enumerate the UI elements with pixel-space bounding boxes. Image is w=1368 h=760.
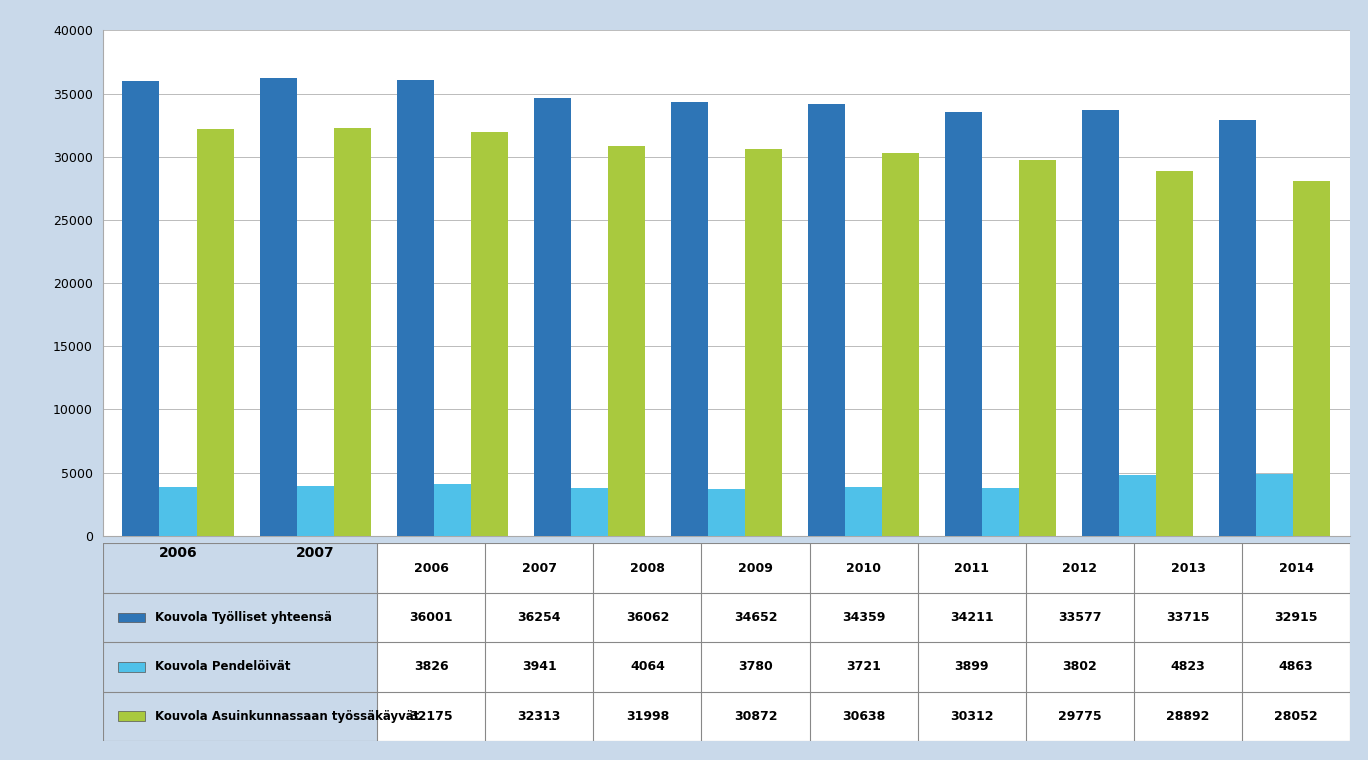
Text: 2014: 2014 [1279,562,1313,575]
Bar [123,81,160,536]
Text: 36062: 36062 [625,611,669,624]
Bar [471,131,508,536]
Bar [434,484,471,536]
Bar [882,153,919,536]
Text: 32915: 32915 [1275,611,1317,624]
Text: 3899: 3899 [955,660,989,673]
Bar [297,486,334,536]
Text: Kouvola Työlliset yhteensä: Kouvola Työlliset yhteensä [155,611,332,624]
Text: 36254: 36254 [517,611,561,624]
Text: 3780: 3780 [739,660,773,673]
Bar [982,488,1019,536]
Bar [118,711,145,721]
Text: 2006: 2006 [413,562,449,575]
Bar [534,98,570,536]
Bar [670,102,707,536]
Text: 2007: 2007 [521,562,557,575]
Bar [845,486,882,536]
Bar [1256,474,1293,536]
Text: 3802: 3802 [1063,660,1097,673]
Bar [607,146,644,536]
Bar [1119,475,1156,536]
Text: 34359: 34359 [841,611,885,624]
Text: 2009: 2009 [739,562,773,575]
Text: 29775: 29775 [1057,710,1101,723]
Text: 28892: 28892 [1167,710,1209,723]
Bar [1082,109,1119,536]
Bar [945,112,982,536]
Bar [118,613,145,622]
Bar [118,662,145,672]
Text: 3721: 3721 [847,660,881,673]
Text: 3941: 3941 [521,660,557,673]
Text: 32313: 32313 [517,710,561,723]
Bar [260,78,297,536]
Text: 3826: 3826 [415,660,449,673]
Bar [707,489,746,536]
Bar [160,487,197,536]
Text: 2011: 2011 [955,562,989,575]
Bar [378,543,1350,741]
Text: 33577: 33577 [1059,611,1101,624]
Bar [570,488,607,536]
Bar [1019,160,1056,536]
Text: 30872: 30872 [733,710,777,723]
Text: 30312: 30312 [949,710,993,723]
Text: 2010: 2010 [847,562,881,575]
Bar [1156,171,1193,536]
Text: Kouvola Pendelöivät: Kouvola Pendelöivät [155,660,290,673]
Bar [746,149,782,536]
Bar [334,128,371,536]
Bar [1219,120,1256,536]
Bar [197,129,234,536]
Text: 31998: 31998 [625,710,669,723]
Bar [397,80,434,536]
Text: 34211: 34211 [949,611,993,624]
Text: 4064: 4064 [629,660,665,673]
Bar [1293,182,1330,536]
Text: 2012: 2012 [1063,562,1097,575]
Text: 4823: 4823 [1171,660,1205,673]
Text: Kouvola Asuinkunnassaan työssäkäyvät: Kouvola Asuinkunnassaan työssäkäyvät [155,710,420,723]
Bar [808,103,845,536]
Text: 33715: 33715 [1167,611,1209,624]
Text: 30638: 30638 [843,710,885,723]
Text: 2008: 2008 [629,562,665,575]
Text: 4863: 4863 [1279,660,1313,673]
Text: 28052: 28052 [1275,710,1317,723]
Text: 36001: 36001 [409,611,453,624]
Text: 34652: 34652 [733,611,777,624]
Text: 32175: 32175 [409,710,453,723]
Text: 2013: 2013 [1171,562,1205,575]
